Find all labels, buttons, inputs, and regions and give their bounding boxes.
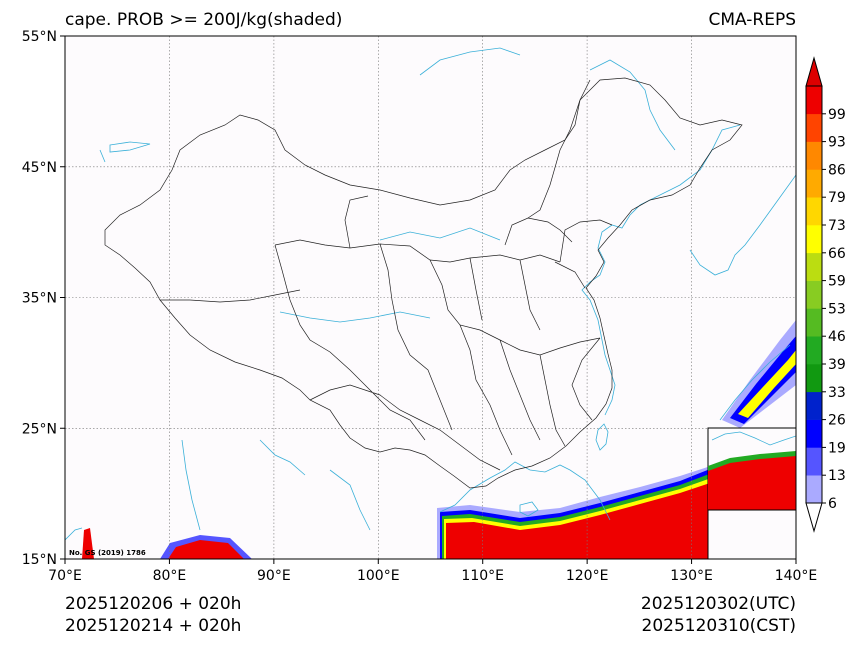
colorbar-frame	[805, 85, 823, 504]
inset-green	[708, 451, 796, 471]
colorbar: 6 13 19 26 33 39 46 53 59 66 73 79 86 93 99	[805, 56, 846, 533]
colorbar-swatch	[806, 391, 822, 420]
colorbar-swatch	[806, 225, 822, 254]
x-tick-label: 100°E	[357, 568, 400, 584]
y-axis-ticks: 15°N 25°N 35°N 45°N 55°N	[22, 29, 65, 568]
colorbar-label: 53	[828, 301, 846, 317]
shading-pacific-blue	[730, 336, 796, 424]
taiwan-island	[595, 423, 609, 451]
colorbar-swatch	[806, 113, 822, 142]
inset-coast	[711, 431, 796, 446]
colorbar-label: 99	[828, 107, 846, 123]
colorbar-label: 6	[828, 496, 837, 512]
colorbar-swatch	[806, 252, 822, 281]
colorbar-label: 79	[828, 190, 846, 206]
province-lines	[160, 79, 613, 471]
colorbar-swatch	[806, 447, 822, 476]
colorbar-label: 86	[828, 162, 846, 178]
x-tick-label: 80°E	[153, 568, 187, 584]
colorbar-swatch	[806, 197, 822, 226]
coastlines	[65, 47, 796, 541]
x-tick-label: 140°E	[775, 568, 818, 584]
map-credit: No. GS (2019) 1786	[69, 549, 146, 557]
init-time-utc: 2025120206 + 020h	[65, 594, 241, 614]
shading-arabian-sea	[82, 528, 94, 559]
colorbar-label: 13	[828, 468, 846, 484]
colorbar-label: 39	[828, 357, 846, 373]
y-tick-label: 55°N	[22, 29, 57, 45]
boundaries	[104, 77, 743, 489]
chart-title: cape. PROB >= 200J/kg(shaded)	[65, 10, 342, 30]
colorbar-swatch	[806, 419, 822, 448]
colorbar-swatch	[806, 169, 822, 198]
colorbar-label: 46	[828, 329, 846, 345]
colorbar-swatch	[806, 280, 822, 309]
inset-red	[708, 455, 796, 510]
valid-time-cst: 2025120310(CST)	[642, 616, 796, 636]
init-time-cst: 2025120214 + 020h	[65, 616, 241, 636]
valid-time-utc: 2025120302(UTC)	[641, 594, 796, 614]
shading-bengal-core	[168, 540, 244, 559]
y-tick-label: 45°N	[22, 160, 57, 176]
y-tick-label: 35°N	[22, 291, 57, 307]
colorbar-label: 26	[828, 413, 846, 429]
colorbar-swatch	[806, 86, 822, 115]
x-tick-label: 90°E	[257, 568, 291, 584]
shading-pacific-outer	[722, 320, 796, 428]
colorbar-swatch	[806, 336, 822, 365]
colorbar-under-arrow	[805, 502, 823, 533]
colorbar-label: 59	[828, 274, 846, 290]
colorbar-swatch	[806, 475, 822, 504]
grid-lines	[65, 36, 796, 559]
x-tick-label: 130°E	[670, 568, 713, 584]
china-outline	[104, 77, 743, 489]
model-name: CMA-REPS	[708, 10, 796, 30]
x-tick-label: 70°E	[48, 568, 82, 584]
y-tick-label: 15°N	[22, 552, 57, 568]
colorbar-swatch	[806, 308, 822, 337]
colorbar-swatch	[806, 141, 822, 170]
x-tick-label: 110°E	[461, 568, 504, 584]
hainan-island	[519, 501, 539, 517]
x-axis-ticks: 70°E 80°E 90°E 100°E 110°E 120°E 130°E 140°E	[48, 559, 817, 584]
colorbar-over-arrow	[805, 56, 823, 87]
colorbar-swatch	[806, 364, 822, 393]
shading-pacific-yellow	[738, 350, 796, 418]
colorbar-label: 66	[828, 246, 846, 262]
colorbar-label: 33	[828, 385, 846, 401]
x-tick-label: 120°E	[566, 568, 609, 584]
inset-map	[707, 427, 796, 559]
colorbar-label: 19	[828, 440, 846, 456]
colorbar-label: 93	[828, 135, 846, 151]
colorbar-label: 73	[828, 218, 846, 234]
y-tick-label: 25°N	[22, 421, 57, 437]
